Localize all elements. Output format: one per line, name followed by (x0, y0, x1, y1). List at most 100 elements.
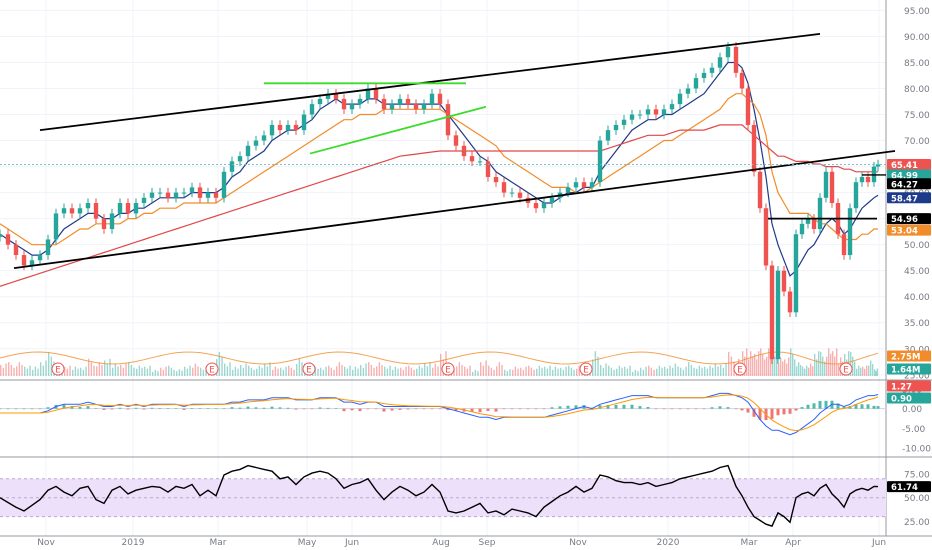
volume-bar (352, 369, 354, 376)
volume-bar (88, 358, 90, 376)
macd-histogram-bar (824, 400, 828, 409)
candle-body (157, 192, 163, 194)
volume-bar (245, 363, 247, 376)
candle-body (213, 192, 219, 198)
volume-bar (746, 348, 748, 376)
candle-body (453, 135, 459, 146)
volume-bar (830, 353, 832, 376)
macd-histogram-bar (566, 405, 570, 409)
volume-bar (517, 368, 519, 376)
volume-bar (242, 367, 245, 376)
volume-bar (466, 368, 469, 376)
volume-bar (330, 367, 333, 376)
volume-bar (717, 366, 719, 376)
volume-bar (852, 356, 854, 376)
macd-histogram-bar (776, 408, 780, 416)
volume-bar (181, 370, 183, 376)
volume-bar (346, 368, 349, 376)
volume-bar (370, 364, 373, 376)
volume-bar (621, 367, 623, 376)
volume-bar (200, 367, 202, 376)
volume-bar (798, 362, 800, 376)
volume-bar (528, 365, 530, 376)
volume-bar (597, 356, 599, 376)
volume-bar (672, 367, 674, 376)
macd-histogram-bar (646, 406, 650, 409)
volume-bar (764, 359, 766, 376)
candle-body (429, 93, 435, 105)
macd-histogram-bar (142, 408, 146, 410)
volume-bar (125, 363, 127, 376)
volume-bar (504, 369, 506, 376)
macd-histogram-bar (630, 404, 634, 409)
volume-bar (320, 367, 322, 376)
volume-bar (693, 367, 695, 376)
moving-average-line-3 (0, 124, 878, 287)
volume-bar (114, 363, 117, 376)
macd-histogram-bar (534, 408, 538, 410)
candle-body (181, 192, 187, 194)
macd-histogram-bar (438, 408, 442, 410)
volume-bar (836, 348, 838, 376)
time-axis-label: Nov (37, 538, 55, 548)
volume-bar (685, 366, 687, 376)
macd-histogram-bar (510, 408, 514, 410)
price-label: 54.96 (891, 215, 918, 225)
macd-histogram-bar (278, 407, 282, 409)
volume-bar (82, 369, 85, 376)
volume-bar (525, 366, 527, 376)
candle-body (261, 135, 267, 141)
volume-bar (501, 364, 503, 376)
candle-body (653, 109, 659, 115)
rsi-tick-label: 75.00 (904, 471, 930, 481)
macd-histogram-bar (872, 405, 876, 409)
macd-histogram-bar (746, 408, 750, 413)
volume-bar (870, 360, 872, 376)
macd-histogram-bar (374, 408, 378, 410)
volume-bar (858, 365, 860, 376)
macd-histogram-bar (806, 404, 810, 409)
candlesticks (0, 42, 881, 364)
macd-histogram-bar (286, 407, 290, 409)
candle-body (501, 182, 507, 193)
volume-bar (766, 356, 768, 376)
volume-bar (629, 365, 631, 376)
candle-body (597, 140, 603, 183)
macd-histogram-bar (310, 408, 314, 410)
candle-body (333, 93, 339, 99)
candle-body (829, 171, 835, 204)
volume-bar (690, 364, 693, 376)
macd-histogram-bar (158, 408, 162, 409)
volume-bar (392, 369, 394, 376)
macd-histogram-bar (46, 407, 50, 409)
volume-bar (674, 363, 677, 376)
macd-label-box (887, 392, 931, 404)
volume-bar (232, 369, 234, 376)
candle-body (733, 46, 739, 73)
macd-histogram-bar (262, 407, 266, 409)
volume-bar (314, 366, 317, 376)
candle-body (477, 161, 483, 163)
volume-bar (568, 365, 570, 376)
earnings-marker-label: E (583, 366, 589, 376)
macd-histogram-bar (398, 408, 402, 410)
macd-histogram-bar (150, 407, 154, 409)
earnings-marker (733, 362, 747, 376)
volume-bar (485, 360, 487, 376)
volume-bar (706, 368, 709, 376)
volume-bar (266, 366, 269, 376)
volume-bar (106, 363, 109, 376)
trendlines[interactable] (0, 32, 896, 269)
volume-bar (874, 369, 876, 376)
candle-body (21, 255, 27, 266)
candle-body (461, 145, 467, 157)
macd-tick-label: 0.00 (902, 405, 922, 415)
macd-histogram-bar (0, 408, 2, 410)
volume-bar (482, 365, 485, 376)
macd-histogram-bar (126, 408, 130, 410)
candle-body (53, 213, 59, 240)
macd-histogram-bar (22, 408, 26, 410)
volume-bar (653, 369, 655, 376)
volume-bar (868, 365, 870, 376)
